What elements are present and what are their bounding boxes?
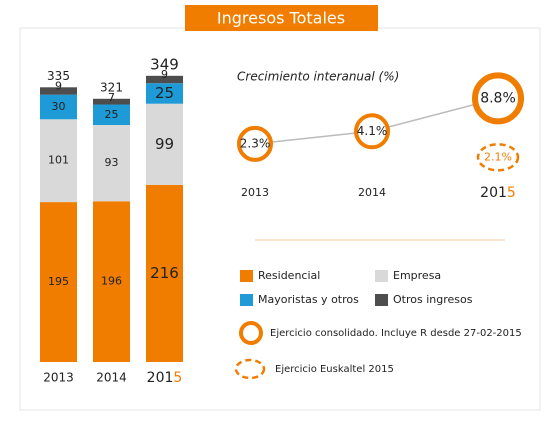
bar-segment bbox=[146, 184, 183, 362]
total-label: 335 bbox=[47, 69, 70, 83]
legend-swatch bbox=[375, 270, 388, 282]
legend-label: Ejercicio Euskaltel 2015 bbox=[275, 364, 394, 375]
bar-segment bbox=[146, 103, 183, 185]
x-tick-label: 2013 bbox=[241, 186, 269, 199]
segment-label: 195 bbox=[48, 275, 69, 288]
segment-label: 25 bbox=[105, 108, 119, 121]
bar-segment bbox=[93, 125, 130, 202]
bar-segment bbox=[40, 202, 77, 362]
segment-label: 101 bbox=[48, 154, 69, 167]
growth-marker bbox=[354, 113, 390, 150]
legend-label: Ejercicio consolidado. Incluye R desde 2… bbox=[270, 328, 522, 339]
legend-label: Empresa bbox=[393, 269, 441, 282]
x-tick-label: 2013 bbox=[43, 371, 74, 385]
bar-segment bbox=[93, 104, 130, 126]
legend-swatch bbox=[240, 270, 253, 282]
legend-label: Otros ingresos bbox=[393, 293, 473, 306]
legend-label: Mayoristas y otros bbox=[258, 293, 359, 306]
x-tick-label: 2014 bbox=[96, 371, 127, 385]
growth-label: 8.8% bbox=[480, 90, 516, 106]
segment-label: 9 bbox=[161, 68, 168, 81]
title: Ingresos Totales bbox=[217, 9, 345, 28]
segment-label: 216 bbox=[150, 264, 179, 282]
legend-swatch bbox=[240, 294, 253, 306]
growth-label: 2.3% bbox=[240, 136, 271, 150]
growth-marker bbox=[476, 143, 520, 172]
legend-swatch bbox=[375, 294, 388, 306]
bar-segment bbox=[146, 83, 183, 104]
total-label: 321 bbox=[100, 80, 123, 94]
legend-label: Residencial bbox=[258, 269, 320, 282]
x-tick-label: 2014 bbox=[358, 186, 386, 199]
bar-segment bbox=[40, 87, 77, 95]
title-box bbox=[185, 5, 378, 31]
segment-label: 9 bbox=[55, 79, 62, 92]
bar-segment bbox=[93, 98, 130, 105]
x-tick-label: 2015 bbox=[147, 370, 183, 386]
legend-marker bbox=[239, 321, 263, 345]
segment-label: 30 bbox=[52, 100, 66, 113]
growth-marker bbox=[237, 125, 273, 162]
bar-segment bbox=[146, 75, 183, 84]
bar-segment bbox=[40, 119, 77, 203]
x-tick-label: 2015 bbox=[480, 185, 516, 201]
segment-label: 93 bbox=[105, 156, 119, 169]
growth-label: 4.1% bbox=[357, 124, 388, 138]
segment-label: 7 bbox=[108, 91, 115, 104]
bar-segment bbox=[93, 201, 130, 362]
total-label: 349 bbox=[150, 55, 179, 73]
growth-marker bbox=[472, 72, 524, 125]
legend-marker bbox=[234, 358, 266, 380]
growth-label: 2.1% bbox=[484, 150, 512, 163]
segment-label: 99 bbox=[155, 135, 174, 153]
line-title: Crecimiento interanual (%) bbox=[237, 70, 399, 84]
segment-label: 196 bbox=[101, 275, 122, 288]
bar-segment bbox=[40, 94, 77, 120]
segment-label: 25 bbox=[155, 84, 174, 102]
